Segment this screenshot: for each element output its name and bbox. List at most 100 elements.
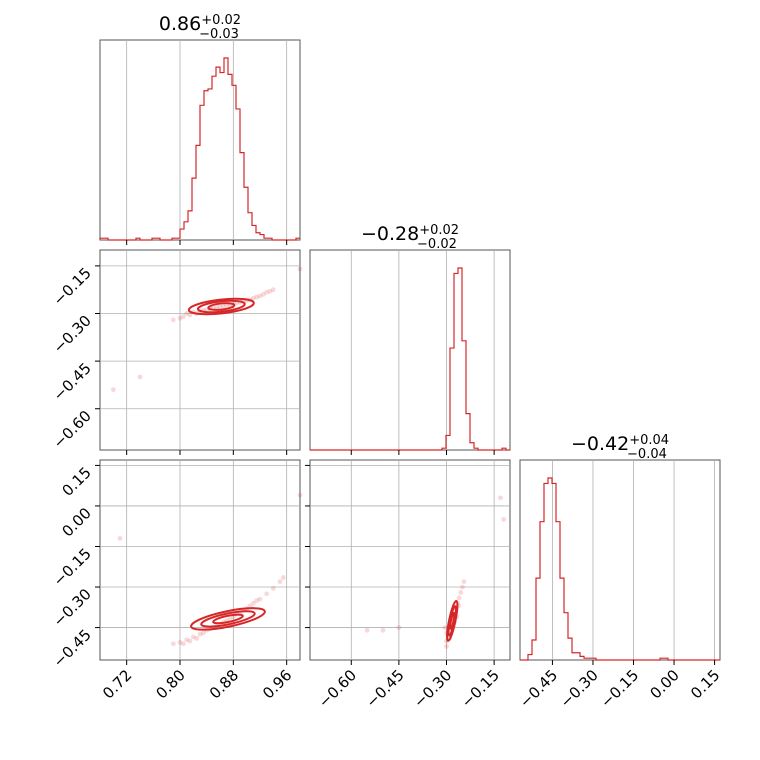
scatter-point bbox=[224, 303, 230, 308]
y-tick-label: 0.00 bbox=[58, 504, 94, 540]
y-tick-label: −0.45 bbox=[50, 626, 95, 671]
contour-ellipse bbox=[212, 613, 244, 625]
scatter-point bbox=[137, 374, 143, 380]
scatter-point bbox=[217, 304, 223, 310]
y-tick-label: −0.30 bbox=[50, 585, 95, 630]
contour-ellipse bbox=[449, 611, 456, 630]
title-plus: +0.02 bbox=[419, 223, 459, 238]
title-median: 0.86 bbox=[159, 13, 201, 35]
scatter-point bbox=[498, 495, 503, 501]
scatter-point bbox=[250, 295, 256, 301]
panel-frame bbox=[309, 459, 511, 661]
scatter-point bbox=[264, 289, 270, 295]
panel-frame bbox=[99, 39, 301, 241]
title-minus: −0.03 bbox=[199, 27, 239, 42]
scatter-point bbox=[297, 266, 303, 272]
histogram-step bbox=[99, 57, 300, 241]
panel-frame bbox=[309, 249, 511, 451]
x-tick-label: 0.72 bbox=[99, 666, 135, 702]
y-tick-label: −0.15 bbox=[50, 545, 95, 590]
title-median: −0.28 bbox=[361, 223, 419, 245]
scatter-point bbox=[277, 579, 283, 585]
scatter-point bbox=[177, 640, 183, 645]
scatter-point bbox=[267, 288, 273, 294]
x-tick-label: −0.15 bbox=[597, 666, 642, 711]
scatter-point bbox=[254, 598, 260, 603]
scatter-point bbox=[184, 311, 190, 316]
scatter-point bbox=[364, 627, 370, 633]
title-param-2: −0.42+0.04 −0.04 bbox=[571, 433, 669, 462]
x-tick-label: −0.45 bbox=[362, 666, 407, 711]
x-tick-label: −0.45 bbox=[516, 666, 561, 711]
scatter-point bbox=[200, 630, 206, 636]
scatter-point bbox=[461, 579, 467, 585]
scatter-point bbox=[270, 585, 276, 591]
panels-layer: −0.60−0.45−0.30−0.150.72 0.80 0.88 0.96−0.4… bbox=[50, 39, 723, 711]
histogram-step bbox=[520, 477, 720, 661]
x-tick-label: 0.80 bbox=[152, 666, 188, 702]
scatter-point bbox=[180, 641, 186, 647]
scatter-point bbox=[380, 627, 386, 633]
x-tick-label: 0.00 bbox=[647, 666, 683, 702]
title-median: −0.42 bbox=[571, 433, 629, 455]
scatter-point bbox=[257, 596, 263, 602]
scatter-point bbox=[264, 591, 270, 597]
scatter-point bbox=[444, 644, 449, 649]
scatter-point bbox=[190, 634, 196, 640]
x-tick-label: −0.30 bbox=[410, 666, 455, 711]
scatter-point bbox=[270, 287, 276, 293]
y-tick-label: −0.15 bbox=[50, 264, 95, 309]
title-plus: +0.02 bbox=[201, 13, 241, 28]
scatter-point bbox=[214, 305, 220, 310]
scatter-point bbox=[280, 575, 286, 580]
scatter-point bbox=[197, 631, 203, 637]
x-tick-label: −0.15 bbox=[458, 666, 503, 711]
scatter-point bbox=[456, 595, 462, 601]
contour-ellipse bbox=[190, 607, 266, 631]
scatter-point bbox=[442, 625, 448, 630]
title-minus: −0.02 bbox=[417, 237, 457, 252]
contour-ellipse bbox=[207, 302, 236, 311]
y-tick-label: −0.45 bbox=[50, 359, 95, 404]
x-tick-label: 0.88 bbox=[206, 666, 242, 702]
histogram-step bbox=[310, 267, 510, 451]
scatter-point bbox=[194, 635, 200, 641]
scatter-point bbox=[187, 638, 193, 644]
scatter-point bbox=[297, 492, 303, 498]
contour-ellipse bbox=[196, 299, 246, 314]
scatter-point bbox=[501, 517, 507, 522]
scatter-point bbox=[459, 584, 465, 590]
scatter-point bbox=[184, 637, 190, 643]
contour-ellipse bbox=[200, 610, 256, 628]
scatter-point bbox=[257, 293, 263, 299]
scatter-point bbox=[117, 535, 123, 541]
title-param-0: 0.86+0.02 −0.03 bbox=[159, 13, 241, 42]
y-tick-label: 0.15 bbox=[58, 464, 94, 500]
title-plus: +0.04 bbox=[629, 433, 669, 448]
contour-ellipse bbox=[187, 297, 255, 316]
title-minus: −0.04 bbox=[627, 447, 667, 462]
x-tick-label: −0.30 bbox=[557, 666, 602, 711]
scatter-point bbox=[396, 625, 402, 630]
panel-frame bbox=[99, 459, 301, 661]
y-tick-label: −0.30 bbox=[50, 312, 95, 357]
panel-frame bbox=[99, 249, 301, 451]
scatter-point bbox=[170, 317, 176, 323]
scatter-point bbox=[250, 600, 256, 606]
x-tick-label: −0.60 bbox=[315, 666, 360, 711]
scatter-point bbox=[458, 590, 464, 595]
x-tick-label: 0.96 bbox=[259, 666, 295, 702]
panel-frame bbox=[519, 459, 721, 661]
x-tick-label: 0.15 bbox=[687, 666, 723, 702]
scatter-point bbox=[187, 312, 193, 318]
scatter-point bbox=[220, 303, 226, 309]
scatter-point bbox=[180, 314, 186, 320]
scatter-point bbox=[110, 387, 116, 393]
scatter-point bbox=[247, 603, 253, 609]
scatter-point bbox=[254, 294, 260, 300]
scatter-point bbox=[177, 315, 183, 321]
scatter-point bbox=[260, 292, 266, 297]
title-param-1: −0.28+0.02 −0.02 bbox=[361, 223, 459, 252]
scatter-point bbox=[170, 641, 176, 647]
